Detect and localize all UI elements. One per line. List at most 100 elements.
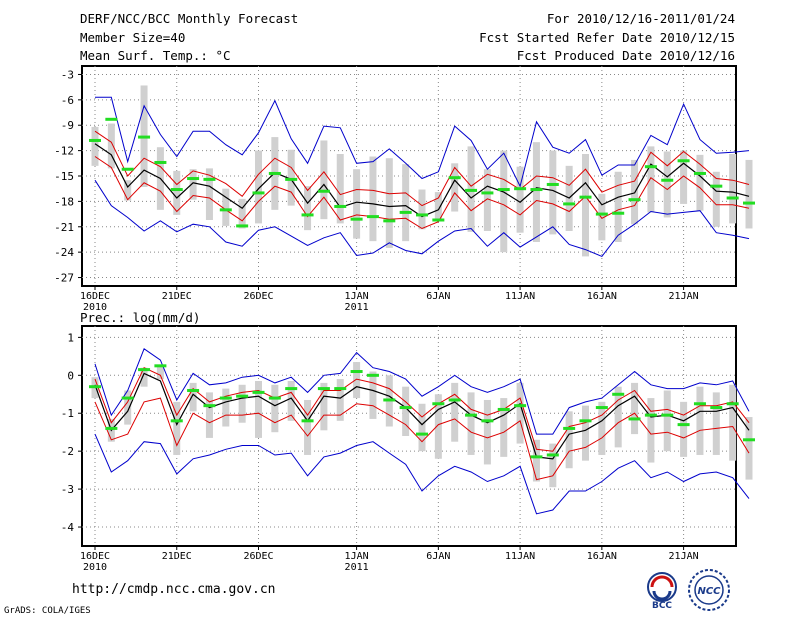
observed-marker <box>154 160 167 164</box>
member-spread-bar <box>500 150 508 253</box>
member-spread-bar <box>418 189 426 230</box>
observed-marker <box>236 394 249 398</box>
observed-marker <box>546 453 559 457</box>
member-spread-bar <box>532 439 540 482</box>
x-tick-label: 26DEC <box>243 551 273 562</box>
observed-marker <box>497 188 510 192</box>
observed-marker <box>448 176 461 180</box>
observed-marker <box>317 387 330 391</box>
member-spread-bar <box>173 170 181 215</box>
forecast-started-label: Fcst Started Refer Date 2010/12/15 <box>479 30 735 45</box>
member-spread-bar <box>483 169 491 231</box>
member-spread-bar <box>402 386 410 436</box>
member-spread-bar <box>483 399 491 465</box>
x-tick-label: 6JAN <box>426 551 450 562</box>
observed-marker <box>628 198 641 202</box>
series-line-mean-plus-std <box>94 130 750 207</box>
series-line-ensemble-min <box>94 433 750 515</box>
observed-marker <box>301 213 314 217</box>
member-spread-bar <box>418 403 426 452</box>
x-tick-label: 21JAN <box>669 551 699 562</box>
observed-marker <box>432 402 445 406</box>
member-spread-bar <box>712 171 720 227</box>
x-tick-label: 21DEC <box>162 551 192 562</box>
observed-marker <box>644 413 657 417</box>
observed-marker <box>579 195 592 199</box>
member-spread-bar <box>451 382 459 442</box>
observed-marker <box>399 406 412 410</box>
observed-marker <box>285 387 298 391</box>
member-spread-bar <box>582 405 589 461</box>
observed-marker <box>693 402 706 406</box>
observed-marker <box>203 404 216 408</box>
source-url[interactable]: http://cmdp.ncc.cma.gov.cn <box>72 582 276 597</box>
observed-marker <box>677 159 690 163</box>
observed-marker <box>595 406 608 410</box>
y-tick-label: -27 <box>54 272 74 285</box>
member-spread-bar <box>745 159 753 229</box>
observed-marker <box>350 370 363 374</box>
observed-marker <box>612 392 625 396</box>
grads-credit: GrADS: COLA/IGES <box>4 606 91 616</box>
observed-marker <box>170 419 183 423</box>
series-line-mean-minus-std <box>94 156 750 230</box>
member-spread-bar <box>353 362 361 399</box>
x-tick-year: 2011 <box>345 562 369 573</box>
member-spread-bar <box>500 398 508 457</box>
member-spread-bar <box>107 123 115 169</box>
x-tick-label: 21JAN <box>669 291 699 302</box>
series-line-ensemble-mean <box>94 143 750 218</box>
observed-marker <box>497 407 510 411</box>
member-spread-bar <box>647 398 655 463</box>
observed-marker <box>661 413 674 417</box>
observed-marker <box>399 210 412 214</box>
y-tick-label: -6 <box>61 94 74 107</box>
observed-marker <box>170 188 183 192</box>
member-spread-bar <box>91 126 99 166</box>
observed-marker <box>268 396 281 400</box>
y-tick-label: -12 <box>54 145 74 158</box>
member-spread-bar <box>156 365 164 380</box>
observed-marker <box>677 423 690 427</box>
x-tick-year: 2011 <box>345 302 369 313</box>
observed-marker <box>448 398 461 402</box>
ncc-logo: NCC <box>688 569 730 611</box>
x-tick-label: 16JAN <box>587 551 617 562</box>
member-spread-bar <box>255 150 262 224</box>
member-spread-bar <box>320 382 328 431</box>
observed-marker <box>726 402 739 406</box>
observed-marker <box>416 432 428 436</box>
observed-marker <box>285 177 298 181</box>
observed-marker <box>563 426 576 430</box>
member-size-label: Member Size=40 <box>80 30 186 45</box>
observed-marker <box>203 177 216 181</box>
chart-title: DERF/NCC/BCC Monthly Forecast <box>80 11 299 26</box>
observed-marker <box>236 224 249 228</box>
member-spread-bar <box>222 188 230 226</box>
observed-marker <box>121 167 134 171</box>
y-tick-label: -9 <box>61 119 74 132</box>
member-spread-bar <box>205 392 213 438</box>
observed-marker <box>743 438 755 442</box>
x-tick-label: 11JAN <box>505 551 535 562</box>
x-tick-label: 6JAN <box>426 291 450 302</box>
observed-marker <box>514 404 527 408</box>
member-spread-bar <box>434 394 442 459</box>
x-tick-label: 16DEC <box>80 291 110 302</box>
member-spread-bar <box>238 384 246 423</box>
observed-marker <box>252 390 265 394</box>
observed-marker <box>268 171 281 175</box>
forecast-period-label: For 2010/12/16-2011/01/24 <box>546 11 735 26</box>
x-tick-label: 16JAN <box>587 291 617 302</box>
precipitation-variable-label: Prec.: log(mm/d) <box>80 310 200 325</box>
temperature-variable-label: Mean Surf. Temp.: °C <box>80 48 231 63</box>
forecast-produced-label: Fcst Produced Date 2010/12/16 <box>516 48 735 63</box>
observed-marker <box>710 406 723 410</box>
y-tick-label: -3 <box>61 483 74 496</box>
member-spread-bar <box>124 390 132 425</box>
member-spread-bar <box>680 401 688 457</box>
observed-marker <box>366 215 379 219</box>
observed-marker <box>187 388 200 392</box>
member-spread-bar <box>663 390 671 452</box>
